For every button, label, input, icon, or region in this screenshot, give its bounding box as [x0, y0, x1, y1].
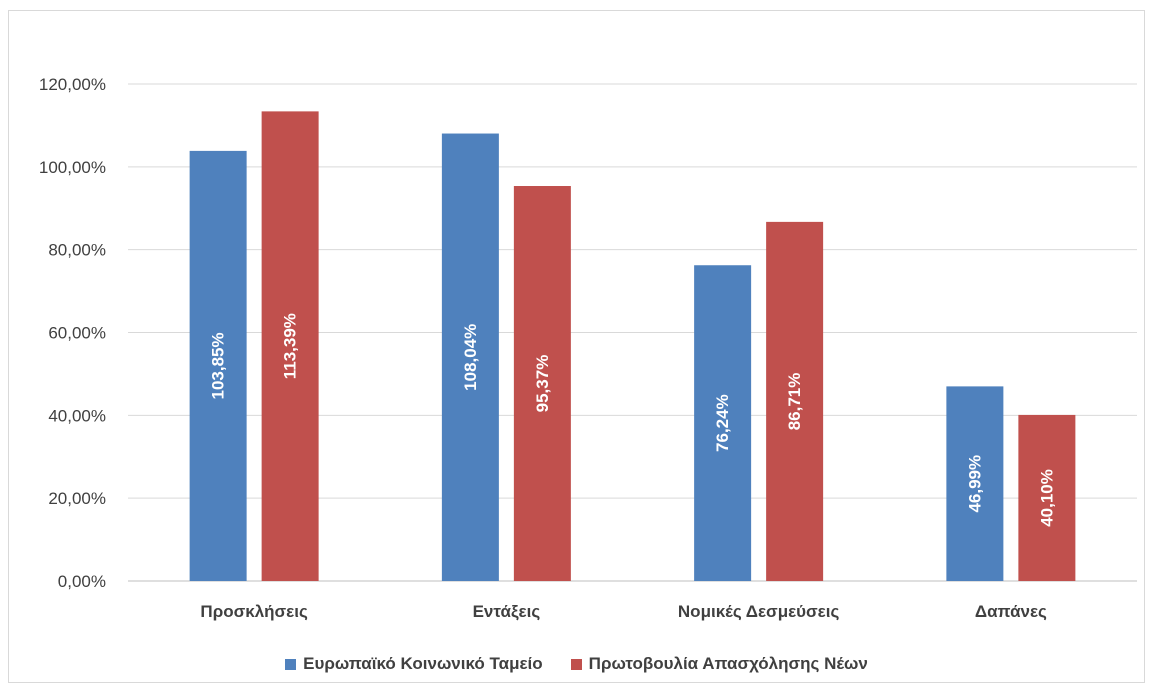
data-label-series-0: 103,85% [209, 332, 228, 399]
bar-series-1 [1018, 414, 1076, 581]
y-tick-label: 20,00% [48, 489, 106, 508]
x-tick-label: Εντάξεις [473, 602, 541, 621]
bar-series-1 [513, 186, 571, 581]
legend: Ευρωπαϊκό Κοινωνικό Ταμείο Πρωτοβουλία Α… [0, 654, 1153, 674]
x-tick-label: Δαπάνες [975, 602, 1047, 621]
bar-series-1 [766, 221, 824, 581]
data-label-series-1: 40,10% [1037, 469, 1056, 527]
bar-series-1 [261, 111, 319, 582]
y-tick-label: 80,00% [48, 241, 106, 260]
data-label-series-0: 108,04% [461, 324, 480, 391]
legend-item-series-0: Ευρωπαϊκό Κοινωνικό Ταμείο [285, 654, 543, 674]
data-label-series-1: 86,71% [785, 373, 804, 431]
y-tick-label: 60,00% [48, 324, 106, 343]
bar-series-0 [946, 386, 1004, 581]
data-label-series-1: 95,37% [533, 355, 552, 413]
x-tick-label: Νομικές Δεσμεύσεις [678, 602, 840, 621]
bar-series-0 [441, 133, 499, 581]
data-label-series-0: 46,99% [965, 455, 984, 513]
data-label-series-1: 113,39% [281, 313, 300, 379]
bars: 103,85% 113,39% 108,04% 95,37% 76,24% 86,71% 4… [189, 111, 1076, 582]
y-axis-ticks: 0,00% 20,00% 40,00% 60,00% 80,00% 100,00% 120,… [39, 75, 106, 591]
legend-label-series-0: Ευρωπαϊκό Κοινωνικό Ταμείο [303, 654, 543, 673]
y-tick-label: 120,00% [39, 75, 106, 94]
legend-swatch-series-1 [570, 658, 582, 670]
y-tick-label: 0,00% [58, 572, 106, 591]
data-label-series-0: 76,24% [713, 394, 732, 452]
x-tick-label: Προσκλήσεις [200, 602, 308, 621]
bar-series-0 [694, 265, 752, 581]
x-axis-ticks: Προσκλήσεις Εντάξεις Νομικές Δεσμεύσεις Δαπ… [200, 602, 1047, 621]
legend-label-series-1: Πρωτοβουλία Απασχόλησης Νέων [588, 654, 868, 673]
bar-series-0 [189, 150, 247, 581]
y-tick-label: 40,00% [48, 406, 106, 425]
legend-swatch-series-0 [285, 658, 297, 670]
legend-item-series-1: Πρωτοβουλία Απασχόλησης Νέων [570, 654, 868, 674]
y-tick-label: 100,00% [39, 158, 106, 177]
